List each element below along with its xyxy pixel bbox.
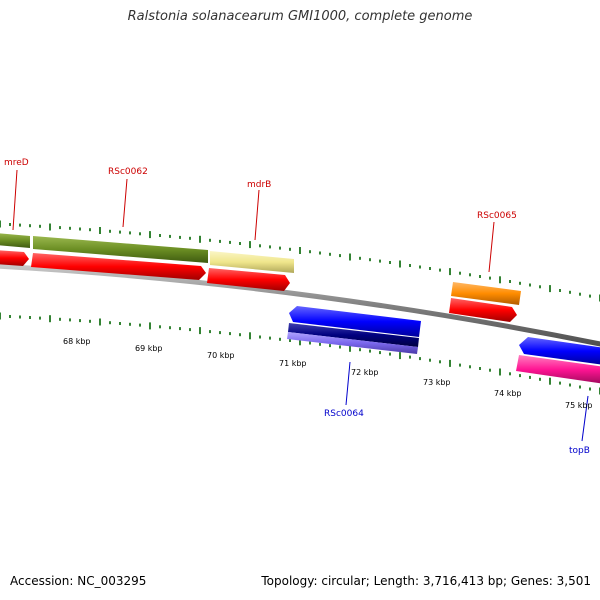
kbp-label: 70 kbp [207, 351, 235, 360]
gene-segment-mreD-olive[interactable] [0, 233, 30, 248]
leader-line-RSc0064 [345, 361, 351, 406]
gene-labels: mreD RSc0062 mdrB RSc0065 RSc0064 topB [4, 158, 590, 456]
gene-label-RSc0064[interactable]: RSc0064 [324, 409, 364, 419]
gene-label-mreD[interactable]: mreD [4, 158, 29, 168]
kbp-label: 73 kbp [423, 378, 451, 387]
kbp-label: 72 kbp [351, 368, 379, 377]
cds-arrow-mreD[interactable] [0, 250, 29, 266]
leader-line-RSc0065 [488, 221, 495, 273]
cds-arrow-RSc0065[interactable] [449, 298, 517, 322]
kbp-label: 71 kbp [279, 359, 307, 368]
leader-line-RSc0062 [122, 178, 128, 228]
reverse-scale-ticks [0, 312, 600, 395]
gene-label-topB[interactable]: topB [569, 446, 590, 456]
gene-segment-RSc0064-slate[interactable] [287, 332, 418, 354]
gene-segment-RSc0064-navy[interactable] [288, 323, 419, 347]
gene-segment-topB-pink[interactable] [516, 355, 600, 384]
leader-line-mdrB [254, 189, 260, 241]
kbp-label: 74 kbp [494, 389, 522, 398]
gene-label-RSc0065[interactable]: RSc0065 [477, 211, 517, 221]
forward-scale-ticks [0, 220, 600, 302]
leader-line-topB [581, 395, 589, 442]
forward-strand-features [0, 233, 521, 322]
cds-arrow-RSc0062[interactable] [31, 253, 206, 280]
kbp-label: 68 kbp [63, 337, 91, 346]
gene-segment-mdrB-khaki[interactable] [210, 251, 294, 273]
genome-backbone [0, 263, 600, 347]
leader-line-mreD [12, 169, 18, 231]
genome-summary-text: Topology: circular; Length: 3,716,413 bp… [261, 574, 591, 588]
cds-arrow-mdrB[interactable] [207, 268, 290, 291]
kbp-scale-labels: 68 kbp 69 kbp 70 kbp 71 kbp 72 kbp 73 kb… [63, 337, 593, 410]
gene-label-RSc0062[interactable]: RSc0062 [108, 167, 148, 177]
cds-arrow-topB[interactable] [519, 337, 600, 365]
kbp-label: 69 kbp [135, 344, 163, 353]
gene-segment-RSc0065-orange[interactable] [451, 282, 521, 305]
reverse-strand-features [287, 306, 600, 384]
gene-segment-RSc0062-olive[interactable] [33, 236, 208, 263]
kbp-label: 75 kbp [565, 401, 593, 410]
map-title: Ralstonia solanacearum GMI1000, complete… [127, 9, 473, 24]
accession-text: Accession: NC_003295 [10, 574, 147, 588]
gene-label-mdrB[interactable]: mdrB [247, 180, 271, 190]
cds-arrow-RSc0064[interactable] [289, 306, 421, 337]
